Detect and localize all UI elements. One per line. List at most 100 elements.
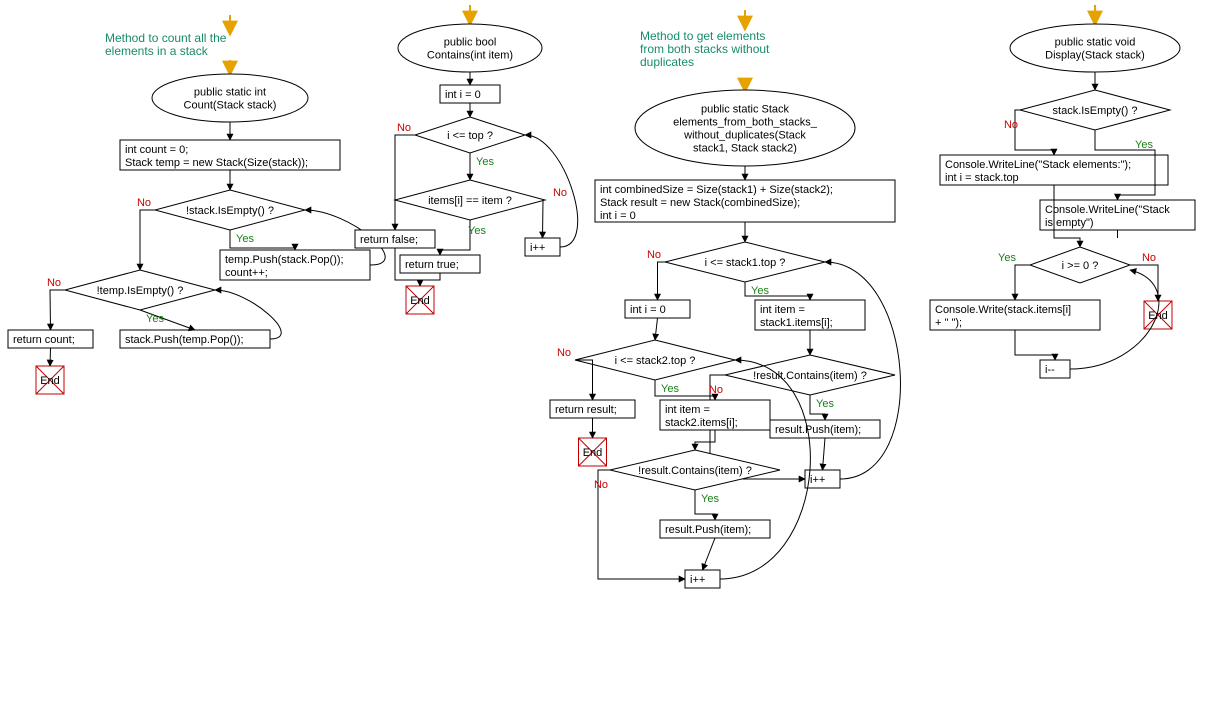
fc2-end: End [406, 286, 434, 314]
svg-text:stack.Push(temp.Pop());: stack.Push(temp.Pop()); [125, 334, 244, 346]
svg-text:stack1, Stack stack2): stack1, Stack stack2) [693, 143, 797, 155]
svg-text:int i = 0: int i = 0 [600, 210, 636, 222]
svg-text:return false;: return false; [360, 234, 418, 246]
svg-text:Yes: Yes [146, 313, 164, 325]
svg-text:Stack result = new Stack(combi: Stack result = new Stack(combinedSize); [600, 197, 800, 209]
fc4-yesA: Console.WriteLine("Stackis empty") [1040, 200, 1195, 230]
fc2-start: public boolContains(int item) [398, 24, 542, 72]
fc3-cond1: i <= stack1.top ? [665, 242, 825, 282]
fc1-a2: stack.Push(temp.Pop()); [120, 330, 270, 348]
svg-text:No: No [1142, 252, 1156, 264]
svg-text:Count(Stack stack): Count(Stack stack) [184, 100, 277, 112]
svg-text:No: No [557, 347, 571, 359]
svg-text:duplicates: duplicates [640, 55, 694, 69]
svg-text:Method to get elements: Method to get elements [640, 29, 765, 43]
fc3-a2: int item =stack2.items[i]; [660, 400, 770, 430]
svg-text:End: End [40, 375, 60, 387]
svg-text:int i = stack.top: int i = stack.top [945, 172, 1019, 184]
fc1-end: End [36, 366, 64, 394]
svg-text:End: End [583, 447, 603, 459]
fc3-cond2: i <= stack2.top ? [575, 340, 735, 380]
fc3-inc2: i++ [685, 570, 720, 588]
svg-text:No: No [553, 187, 567, 199]
fc1-cond1: !stack.IsEmpty() ? [155, 190, 305, 230]
fc3-init: int combinedSize = Size(stack1) + Size(s… [595, 180, 895, 222]
svg-text:result.Push(item);: result.Push(item); [665, 524, 751, 536]
svg-text:public bool: public bool [444, 37, 497, 49]
svg-text:is empty"): is empty") [1045, 217, 1094, 229]
fc2-cond2: items[i] == item ? [395, 180, 545, 220]
fc4-cond2: i >= 0 ? [1030, 247, 1130, 283]
fc1-cond2: !temp.IsEmpty() ? [65, 270, 215, 310]
svg-text:No: No [709, 384, 723, 396]
fc4-start: public static voidDisplay(Stack stack) [1010, 24, 1180, 72]
svg-text:i--: i-- [1045, 364, 1055, 376]
fc4-dec: i-- [1040, 360, 1070, 378]
svg-text:Console.Write(stack.items[i]: Console.Write(stack.items[i] [935, 304, 1071, 316]
svg-text:No: No [47, 277, 61, 289]
fc2-retF: return false; [355, 230, 435, 248]
fc3-push2: result.Push(item); [660, 520, 770, 538]
svg-text:int combinedSize = Size(stack1: int combinedSize = Size(stack1) + Size(s… [600, 184, 833, 196]
svg-text:public static int: public static int [194, 87, 266, 99]
fc2-cond1: i <= top ? [415, 117, 525, 153]
svg-text:No: No [397, 122, 411, 134]
svg-text:return result;: return result; [555, 404, 617, 416]
svg-text:Contains(int item): Contains(int item) [427, 50, 513, 62]
svg-text:elements in a stack: elements in a stack [105, 44, 209, 58]
fc2-inc: i++ [525, 238, 560, 256]
fc3-end: End [579, 438, 607, 466]
svg-text:public static Stack: public static Stack [701, 104, 790, 116]
svg-text:Console.WriteLine("Stack eleme: Console.WriteLine("Stack elements:"); [945, 159, 1131, 171]
svg-text:Yes: Yes [468, 225, 486, 237]
svg-text:No: No [137, 197, 151, 209]
svg-text:!temp.IsEmpty() ?: !temp.IsEmpty() ? [97, 285, 184, 297]
svg-text:Method to count all the: Method to count all the [105, 31, 227, 45]
svg-text:Yes: Yes [998, 252, 1016, 264]
svg-text:!result.Contains(item) ?: !result.Contains(item) ? [638, 465, 752, 477]
svg-text:No: No [594, 479, 608, 491]
svg-text:return count;: return count; [13, 334, 75, 346]
svg-text:No: No [1004, 119, 1018, 131]
svg-text:result.Push(item);: result.Push(item); [775, 424, 861, 436]
svg-text:i++: i++ [690, 574, 705, 586]
fc1-init: int count = 0;Stack temp = new Stack(Siz… [120, 140, 340, 170]
fc3-reset: int i = 0 [625, 300, 690, 318]
svg-text:stack.IsEmpty() ?: stack.IsEmpty() ? [1053, 105, 1138, 117]
svg-text:Yes: Yes [701, 493, 719, 505]
svg-text:without_duplicates(Stack: without_duplicates(Stack [683, 130, 806, 142]
fc4-cond1: stack.IsEmpty() ? [1020, 90, 1170, 130]
fc3-push1: result.Push(item); [770, 420, 880, 438]
svg-text:int i = 0: int i = 0 [630, 304, 666, 316]
svg-text:int item =: int item = [665, 404, 710, 416]
svg-text:!stack.IsEmpty() ?: !stack.IsEmpty() ? [186, 205, 274, 217]
svg-text:i <= top ?: i <= top ? [447, 130, 493, 142]
fc3-ret: return result; [550, 400, 635, 418]
svg-text:elements_from_both_stacks_: elements_from_both_stacks_ [673, 117, 818, 129]
svg-text:i >= 0 ?: i >= 0 ? [1062, 260, 1099, 272]
svg-text:Yes: Yes [1135, 139, 1153, 151]
svg-text:Yes: Yes [816, 398, 834, 410]
svg-text:stack2.items[i];: stack2.items[i]; [665, 417, 738, 429]
svg-text:items[i] == item ?: items[i] == item ? [428, 195, 512, 207]
svg-text:public static void: public static void [1055, 37, 1136, 49]
svg-text:i++: i++ [810, 474, 825, 486]
fc2-retT: return true; [400, 255, 480, 273]
svg-text:i++: i++ [530, 242, 545, 254]
fc4-write: Console.Write(stack.items[i]+ " "); [930, 300, 1100, 330]
svg-text:i <= stack1.top ?: i <= stack1.top ? [705, 257, 786, 269]
svg-text:!result.Contains(item) ?: !result.Contains(item) ? [753, 370, 867, 382]
svg-text:int i = 0: int i = 0 [445, 89, 481, 101]
svg-text:stack1.items[i];: stack1.items[i]; [760, 317, 833, 329]
svg-text:Yes: Yes [476, 156, 494, 168]
svg-text:temp.Push(stack.Pop());: temp.Push(stack.Pop()); [225, 254, 344, 266]
fc3-cond2b: !result.Contains(item) ? [610, 450, 780, 490]
svg-text:Stack temp = new Stack(Size(st: Stack temp = new Stack(Size(stack)); [125, 157, 308, 169]
svg-text:End: End [410, 295, 430, 307]
svg-text:Yes: Yes [236, 233, 254, 245]
fc1-start: public static intCount(Stack stack) [152, 74, 308, 122]
fc4-noA: Console.WriteLine("Stack elements:");int… [940, 155, 1168, 185]
svg-text:count++;: count++; [225, 267, 268, 279]
fc2-init: int i = 0 [440, 85, 500, 103]
svg-text:Display(Stack stack): Display(Stack stack) [1045, 50, 1145, 62]
